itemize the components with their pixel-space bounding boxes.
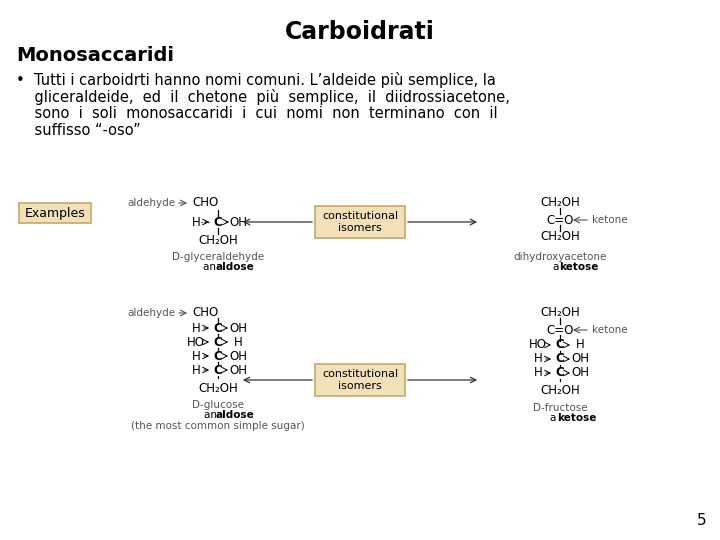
Text: H: H <box>192 363 200 376</box>
Text: C: C <box>214 335 222 348</box>
Text: Monosaccaridi: Monosaccaridi <box>16 46 174 65</box>
Text: dihydroxyacetone: dihydroxyacetone <box>513 252 607 262</box>
Bar <box>19 203 91 223</box>
Text: OH: OH <box>229 349 247 362</box>
Text: CHO: CHO <box>192 197 218 210</box>
Text: C: C <box>556 367 564 380</box>
Text: Carboidrati: Carboidrati <box>285 20 435 44</box>
Text: aldose: aldose <box>215 410 253 420</box>
Text: OH: OH <box>571 367 589 380</box>
Text: C: C <box>214 321 222 334</box>
Text: C: C <box>214 349 222 362</box>
Text: C: C <box>214 215 222 228</box>
Text: C: C <box>556 353 564 366</box>
Bar <box>315 364 405 396</box>
Text: (the most common simple sugar): (the most common simple sugar) <box>131 421 305 431</box>
Text: ketone: ketone <box>592 215 628 225</box>
Text: OH: OH <box>229 215 247 228</box>
Text: gliceraldeide,  ed  il  chetone  più  semplice,  il  diidrossiacetone,: gliceraldeide, ed il chetone più semplic… <box>16 89 510 105</box>
Text: CH₂OH: CH₂OH <box>540 231 580 244</box>
Text: HO: HO <box>529 339 547 352</box>
Text: constitutional
isomers: constitutional isomers <box>322 211 398 233</box>
Text: •  Tutti i carboidrti hanno nomi comuni. L’aldeide più semplice, la: • Tutti i carboidrti hanno nomi comuni. … <box>16 72 496 88</box>
Text: C: C <box>214 363 222 376</box>
Text: C: C <box>556 339 564 352</box>
Text: ketone: ketone <box>592 325 628 335</box>
Text: CH₂OH: CH₂OH <box>540 197 580 210</box>
Text: H: H <box>192 215 200 228</box>
Text: D-glucose: D-glucose <box>192 400 244 410</box>
Text: H: H <box>534 353 542 366</box>
Text: aldose: aldose <box>215 262 253 272</box>
Text: H: H <box>192 321 200 334</box>
Text: constitutional
isomers: constitutional isomers <box>322 369 398 391</box>
Bar <box>315 206 405 238</box>
Text: H: H <box>575 339 585 352</box>
Text: CHO: CHO <box>192 307 218 320</box>
Text: CH₂OH: CH₂OH <box>198 381 238 395</box>
Text: CH₂OH: CH₂OH <box>540 384 580 397</box>
Text: H: H <box>233 335 243 348</box>
Text: a: a <box>553 262 562 272</box>
Text: an: an <box>204 410 220 420</box>
Text: an: an <box>203 262 220 272</box>
Text: H: H <box>534 367 542 380</box>
Text: H: H <box>192 349 200 362</box>
Text: sono  i  soli  monosaccaridi  i  cui  nomi  non  terminano  con  il: sono i soli monosaccaridi i cui nomi non… <box>16 106 498 121</box>
Text: D-glyceraldehyde: D-glyceraldehyde <box>172 252 264 262</box>
Text: suffisso “-oso”: suffisso “-oso” <box>16 123 140 138</box>
Text: aldehyde: aldehyde <box>128 308 176 318</box>
Text: OH: OH <box>229 363 247 376</box>
Text: a: a <box>550 413 559 423</box>
Text: CH₂OH: CH₂OH <box>540 307 580 320</box>
Text: aldehyde: aldehyde <box>128 198 176 208</box>
Text: Examples: Examples <box>24 206 86 219</box>
Text: C=O: C=O <box>546 323 574 336</box>
Text: OH: OH <box>571 353 589 366</box>
Text: C=O: C=O <box>546 213 574 226</box>
Text: D-fructose: D-fructose <box>533 403 588 413</box>
Text: ketose: ketose <box>559 262 598 272</box>
Text: OH: OH <box>229 321 247 334</box>
Text: HO: HO <box>187 335 205 348</box>
Text: ketose: ketose <box>557 413 596 423</box>
Text: 5: 5 <box>696 513 706 528</box>
Text: CH₂OH: CH₂OH <box>198 233 238 246</box>
